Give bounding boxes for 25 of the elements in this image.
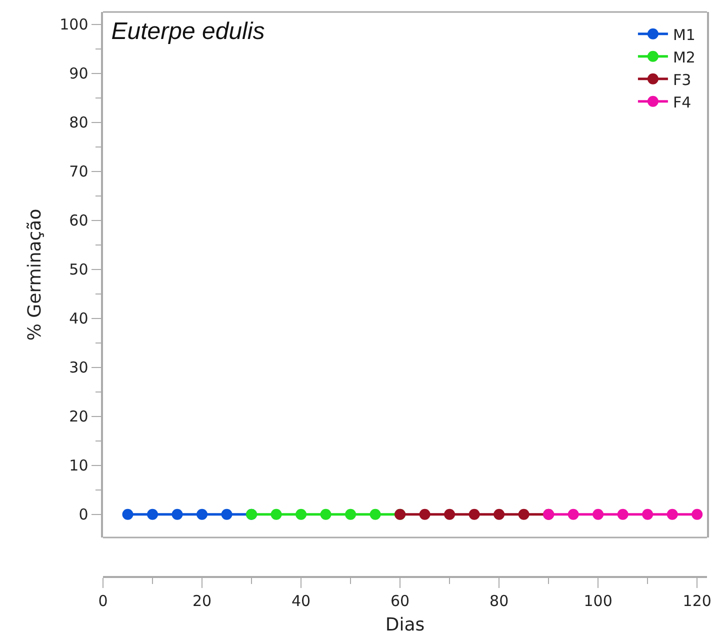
x-tick-label: 20 xyxy=(192,592,212,610)
y-tick-label: 100 xyxy=(60,16,88,34)
x-tick-label: 0 xyxy=(98,592,108,610)
y-tick-label: 20 xyxy=(69,408,88,426)
legend-label: F3 xyxy=(672,70,692,89)
chart-title: Euterpe edulis xyxy=(111,18,265,46)
y-axis-title: % Germinação xyxy=(24,208,46,341)
y-tick-label: 0 xyxy=(78,506,88,524)
x-tick-label: 80 xyxy=(490,592,509,610)
legend-label: M2 xyxy=(672,48,696,66)
y-tick-label: 50 xyxy=(69,260,88,279)
y-tick-label: 40 xyxy=(69,310,88,328)
y-tick-label: 60 xyxy=(69,212,88,230)
y-tick-label: 10 xyxy=(69,456,88,475)
y-tick-label: 90 xyxy=(69,64,88,83)
x-axis-title: Dias xyxy=(385,614,425,636)
y-tick-label: 80 xyxy=(69,114,88,132)
y-tick-label: 70 xyxy=(69,162,88,181)
x-tick-label: 60 xyxy=(390,592,410,610)
y-tick-label: 30 xyxy=(69,358,88,377)
x-tick-label: 120 xyxy=(682,592,712,610)
legend-label: M1 xyxy=(672,26,696,44)
legend-label: F4 xyxy=(672,93,692,112)
x-tick-label: 100 xyxy=(584,592,612,610)
x-tick-label: 40 xyxy=(291,592,311,610)
